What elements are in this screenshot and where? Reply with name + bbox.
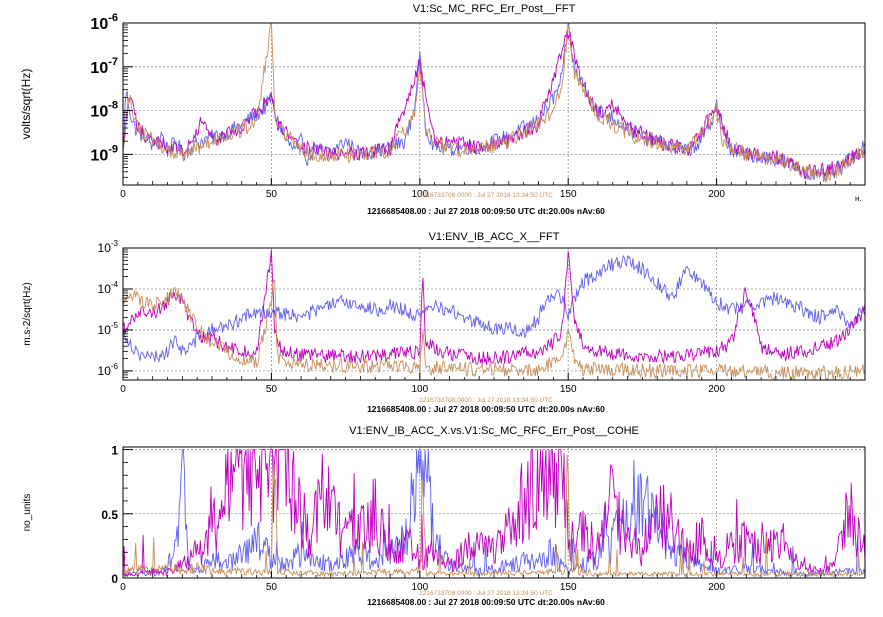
y-tick-label: 10-4 <box>98 280 119 296</box>
x-tick-label: 200 <box>708 582 725 593</box>
y-tick-label: 10-7 <box>90 56 118 77</box>
series-line-blue <box>123 23 865 182</box>
x-tick-label: 100 <box>411 582 428 593</box>
x-tick-label: 150 <box>560 582 577 593</box>
y-tick-label: 10-6 <box>98 362 119 378</box>
y-axis-label: volts/sqrt(Hz) <box>19 69 33 140</box>
x-tick-label: 50 <box>266 582 278 593</box>
chart-title: V1:Sc_MC_RFC_Err_Post__FFT <box>413 3 576 15</box>
x-tick-label: 100 <box>411 189 428 200</box>
chart-panel-3: V1:ENV_IB_ACC_X.vs.V1:Sc_MC_RFC_Err_Post… <box>22 425 866 607</box>
footer-time-tan: 1216733708.0000 : Jul 27 2018 13:34:50 U… <box>419 397 553 404</box>
series-line-magenta <box>123 249 865 366</box>
footer-time-tan: 1216733708.0000 : Jul 27 2018 13:34:50 U… <box>419 192 553 199</box>
x-tick-label: 0 <box>120 582 126 593</box>
x-tick-label: 150 <box>560 189 577 200</box>
y-tick-label: 10-8 <box>90 100 118 121</box>
y-axis-label: m.s-2/sqrt(Hz) <box>22 282 33 345</box>
series-line-magenta <box>123 449 865 578</box>
series-line-tan <box>123 279 865 380</box>
footer-time-black: 1216685408.00 : Jul 27 2018 00:09:50 UTC… <box>367 206 605 216</box>
series-line-tan <box>123 23 865 183</box>
footer-time-tan: 1216733708.0000 : Jul 27 2018 13:34:50 U… <box>419 590 553 597</box>
chart-title: V1:ENV_IB_ACC_X.vs.V1:Sc_MC_RFC_Err_Post… <box>349 425 639 437</box>
x-tick-label: 200 <box>708 189 725 200</box>
chart-title: V1:ENV_IB_ACC_X__FFT <box>429 231 560 243</box>
chart-panel-1: V1:Sc_MC_RFC_Err_Post__FFT volts/sqrt(Hz)… <box>19 3 866 216</box>
y-tick-label: 1 <box>111 444 118 458</box>
x-tick-label: 0 <box>120 189 126 200</box>
footer-time-black: 1216685408.00 : Jul 27 2018 00:09:50 UTC… <box>367 597 605 607</box>
y-tick-label: 10-3 <box>98 239 119 255</box>
x-tick-label: 0 <box>120 384 126 395</box>
y-tick-label: 10-5 <box>98 321 119 337</box>
x-unit-fragment: н. <box>855 194 862 203</box>
y-tick-label: 0.5 <box>101 508 118 522</box>
y-tick-label: 10-9 <box>90 143 118 164</box>
x-tick-label: 50 <box>266 189 278 200</box>
x-tick-label: 50 <box>266 384 278 395</box>
y-tick-label: 0 <box>111 572 118 586</box>
y-axis-label: no_units <box>22 494 33 532</box>
y-tick-label: 10-6 <box>90 12 118 33</box>
footer-time-black: 1216685408.00 : Jul 27 2018 00:09:50 UTC… <box>367 404 605 414</box>
x-tick-label: 200 <box>708 384 725 395</box>
x-tick-label: 100 <box>411 384 428 395</box>
chart-panel-2: V1:ENV_IB_ACC_X__FFT m.s-2/sqrt(Hz) 0 50 100… <box>22 231 866 414</box>
x-tick-label: 150 <box>560 384 577 395</box>
